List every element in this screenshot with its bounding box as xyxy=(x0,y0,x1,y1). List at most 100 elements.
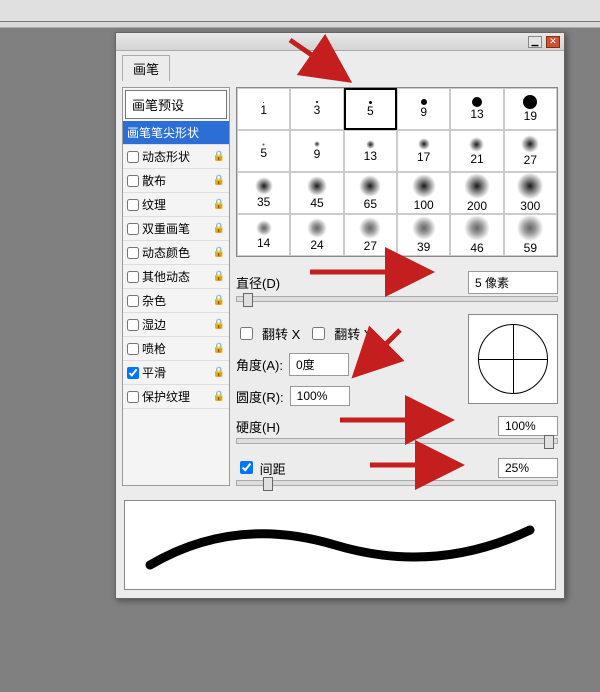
brush-cell-27[interactable]: 27 xyxy=(504,130,557,172)
sidebar-label: 动态颜色 xyxy=(142,244,190,261)
brush-tip-icon xyxy=(412,216,436,240)
lock-icon: 🔒 xyxy=(213,175,225,186)
lock-icon: 🔒 xyxy=(213,367,225,378)
panel-titlebar: ▁ ✕ xyxy=(116,33,564,51)
tab-brush[interactable]: 画笔 xyxy=(122,55,170,81)
sidebar-item-8[interactable]: 湿边🔒 xyxy=(123,313,229,337)
sidebar-item-2[interactable]: 散布 🔒 xyxy=(123,169,229,193)
sidebar-checkbox-5[interactable] xyxy=(127,247,139,259)
sidebar-checkbox-11[interactable] xyxy=(127,391,139,403)
brush-tip-icon xyxy=(307,218,327,238)
brush-size-label: 59 xyxy=(524,241,537,255)
brush-cell-1[interactable]: 1 xyxy=(237,88,290,130)
brush-size-label: 27 xyxy=(364,239,377,253)
brush-tip-icon xyxy=(472,97,482,107)
sidebar-checkbox-4[interactable] xyxy=(127,223,139,235)
close-button[interactable]: ✕ xyxy=(546,36,560,48)
sidebar-item-1[interactable]: 动态形状🔒 xyxy=(123,145,229,169)
spacing-checkbox[interactable] xyxy=(240,461,253,474)
brush-size-label: 45 xyxy=(310,196,323,210)
brush-cell-9[interactable]: 9 xyxy=(397,88,450,130)
sidebar-checkbox-10[interactable] xyxy=(127,367,139,379)
brush-cell-27[interactable]: 27 xyxy=(344,214,397,256)
sidebar-checkbox-7[interactable] xyxy=(127,295,139,307)
brush-cell-19[interactable]: 19 xyxy=(504,88,557,130)
brush-cell-5[interactable]: 5 xyxy=(344,88,397,130)
diameter-slider[interactable] xyxy=(236,296,558,302)
lock-icon: 🔒 xyxy=(213,391,225,402)
flipx-label: 翻转 X xyxy=(262,324,300,343)
spacing-slider[interactable] xyxy=(236,480,558,486)
brush-cell-300[interactable]: 300 xyxy=(504,172,557,214)
flipy-label: 翻转 Y xyxy=(334,324,372,343)
brush-size-label: 5 xyxy=(260,146,267,160)
sidebar-item-9[interactable]: 喷枪🔒 xyxy=(123,337,229,361)
brush-cell-59[interactable]: 59 xyxy=(504,214,557,256)
sidebar-checkbox-6[interactable] xyxy=(127,271,139,283)
brush-size-label: 1 xyxy=(260,103,267,117)
brush-cell-39[interactable]: 39 xyxy=(397,214,450,256)
brush-preview xyxy=(124,500,556,590)
brush-size-label: 65 xyxy=(364,197,377,211)
sidebar-checkbox-8[interactable] xyxy=(127,319,139,331)
brush-cell-45[interactable]: 45 xyxy=(290,172,343,214)
roundness-label: 圆度(R): xyxy=(236,387,284,406)
brush-cell-21[interactable]: 21 xyxy=(450,130,503,172)
brush-options-sidebar: 画笔预设 画笔笔尖形状动态形状🔒散布🔒纹理🔒双重画笔🔒动态颜色🔒其他动态🔒杂色🔒… xyxy=(122,87,230,486)
brush-tip-icon xyxy=(464,215,490,241)
sidebar-label: 其他动态 xyxy=(142,268,190,285)
diameter-value[interactable]: 5 像素 xyxy=(468,271,558,294)
hardness-slider[interactable] xyxy=(236,438,558,444)
sidebar-label: 散布 xyxy=(142,172,166,189)
sidebar-item-7[interactable]: 杂色🔒 xyxy=(123,289,229,313)
sidebar-label: 湿边 xyxy=(142,316,166,333)
lock-icon: 🔒 xyxy=(213,271,225,282)
sidebar-checkbox-9[interactable] xyxy=(127,343,139,355)
brush-cell-65[interactable]: 65 xyxy=(344,172,397,214)
angle-diagram[interactable] xyxy=(468,314,558,404)
brush-cell-17[interactable]: 17 xyxy=(397,130,450,172)
sidebar-checkbox-3[interactable] xyxy=(127,199,139,211)
brush-cell-35[interactable]: 35 xyxy=(237,172,290,214)
flipy-checkbox[interactable] xyxy=(312,327,325,340)
sidebar-checkbox-1[interactable] xyxy=(127,151,139,163)
brush-tip-icon xyxy=(516,215,544,241)
brush-cell-14[interactable]: 14 xyxy=(237,214,290,256)
brush-size-label: 13 xyxy=(364,149,377,163)
hardness-value[interactable]: 100% xyxy=(498,416,558,436)
sidebar-item-3[interactable]: 纹理🔒 xyxy=(123,193,229,217)
lock-icon: 🔒 xyxy=(213,247,225,258)
brush-cell-5[interactable]: 5 xyxy=(237,130,290,172)
roundness-value[interactable]: 100% xyxy=(290,386,350,406)
brush-tip-icon xyxy=(359,175,381,197)
brush-tip-icon xyxy=(523,95,537,109)
brush-tip-icon xyxy=(366,140,375,149)
brush-size-label: 100 xyxy=(414,198,434,212)
brush-cell-46[interactable]: 46 xyxy=(450,214,503,256)
lock-icon: 🔒 xyxy=(213,199,225,210)
sidebar-item-10[interactable]: 平滑🔒 xyxy=(123,361,229,385)
brush-cell-100[interactable]: 100 xyxy=(397,172,450,214)
app-toolbar xyxy=(0,0,600,22)
brush-cell-3[interactable]: 3 xyxy=(290,88,343,130)
brush-cell-13[interactable]: 13 xyxy=(450,88,503,130)
sidebar-item-5[interactable]: 动态颜色 🔒 xyxy=(123,241,229,265)
sidebar-checkbox-2[interactable] xyxy=(127,175,139,187)
brush-cell-200[interactable]: 200 xyxy=(450,172,503,214)
sidebar-item-4[interactable]: 双重画笔🔒 xyxy=(123,217,229,241)
sidebar-item-11[interactable]: 保护纹理🔒 xyxy=(123,385,229,409)
brush-presets-header[interactable]: 画笔预设 xyxy=(125,90,227,119)
brush-cell-13[interactable]: 13 xyxy=(344,130,397,172)
spacing-value[interactable]: 25% xyxy=(498,458,558,478)
flipx-checkbox[interactable] xyxy=(240,327,253,340)
brush-size-label: 14 xyxy=(257,236,270,250)
sidebar-item-0[interactable]: 画笔笔尖形状 xyxy=(123,121,229,145)
brush-cell-9[interactable]: 9 xyxy=(290,130,343,172)
sidebar-item-6[interactable]: 其他动态 🔒 xyxy=(123,265,229,289)
brush-cell-24[interactable]: 24 xyxy=(290,214,343,256)
angle-value[interactable]: 0度 xyxy=(289,353,349,376)
brush-panel: ▁ ✕ 画笔 画笔预设 画笔笔尖形状动态形状🔒散布🔒纹理🔒双重画笔🔒动态颜色🔒其… xyxy=(115,32,565,599)
minimize-button[interactable]: ▁ xyxy=(528,36,542,48)
spacing-label: 间距 xyxy=(260,462,286,477)
app-toolbar-2 xyxy=(0,22,600,28)
